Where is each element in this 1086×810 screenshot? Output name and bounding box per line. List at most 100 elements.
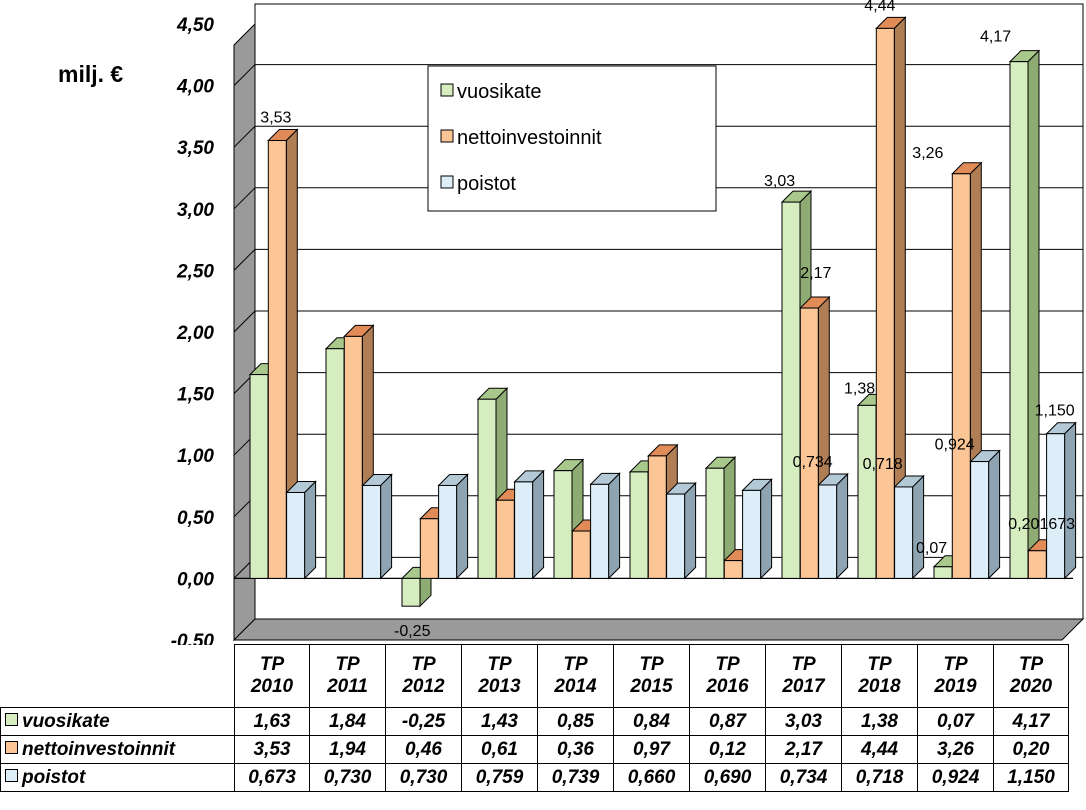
data-label: 0,201673	[1008, 516, 1075, 533]
legend-swatch-nettoinvestoinnit	[440, 129, 454, 143]
bar-side	[304, 480, 317, 580]
table-row: nettoinvestoinnit 3,53 1,94 0,46 0,61 0,36 0,9…	[0, 735, 1069, 764]
bar-vuosikate	[249, 374, 269, 579]
y-axis-label: milj. €	[58, 61, 123, 87]
legend-key-icon	[5, 712, 18, 726]
bar-poistot	[666, 493, 686, 579]
table-cell: 0,61	[461, 735, 538, 764]
bar-nettoinvestoinnit	[647, 455, 667, 579]
bar-vuosikate	[1009, 61, 1029, 579]
table-cell: 0,690	[689, 763, 766, 792]
bar-side	[532, 469, 545, 580]
table-cell: 0,07	[917, 707, 994, 736]
y-tick-label: 4,00	[176, 77, 214, 98]
bar-poistot	[970, 461, 990, 579]
gridline-wall	[233, 64, 256, 86]
bar-poistot	[742, 489, 762, 579]
table-cell: 0,924	[917, 763, 994, 792]
bar-poistot	[438, 484, 458, 579]
table-cell: 0,36	[537, 735, 614, 764]
data-label: -0,25	[394, 623, 431, 640]
table-header-cell: TP 2016	[689, 644, 766, 708]
bar-chart: 4,50 4,00 3,50 3,00 2,50 2,00 1,50 1,00 0,50 0,00…	[58, 0, 1085, 645]
data-label: 3,03	[764, 173, 795, 190]
gridline-wall	[233, 125, 256, 148]
bar-nettoinvestoinnit	[723, 560, 743, 579]
y-tick-label: -0,50	[171, 631, 215, 645]
table-cell: 0,87	[689, 707, 766, 736]
bar-side	[1027, 49, 1040, 580]
bar-side	[760, 478, 773, 580]
y-tick-label: 0,00	[177, 569, 214, 590]
data-label: 3,26	[912, 145, 943, 162]
y-tick-label: 1,00	[177, 446, 214, 467]
table-cell: 1,94	[309, 735, 386, 764]
bar-nettoinvestoinnit	[571, 530, 591, 579]
data-label: 0,924	[935, 437, 975, 454]
bar-side	[380, 473, 393, 580]
table-header-cell: TP 2020	[993, 644, 1069, 708]
table-cell: 0,673	[234, 763, 310, 792]
y-tick-label: 0,50	[177, 508, 214, 529]
table-row: poistot 0,673 0,730 0,730 0,759 0,739 0,660 0,6…	[0, 763, 1069, 792]
table-corner	[1, 645, 235, 708]
bar-poistot	[1046, 433, 1066, 579]
table-cell: 0,12	[689, 735, 766, 764]
table-cell: 0,46	[385, 735, 462, 764]
data-label: 1,150	[1035, 403, 1075, 420]
table-cell: 0,759	[461, 763, 538, 792]
y-tick-label: 2,00	[176, 323, 214, 344]
bar-poistot	[590, 483, 610, 579]
table-cell: 0,660	[613, 763, 690, 792]
data-label: 4,44	[864, 0, 895, 14]
data-label: 0,07	[916, 540, 947, 557]
bar-vuosikate	[857, 404, 877, 579]
bar-vuosikate	[705, 467, 725, 579]
bar-side	[912, 474, 925, 580]
table-cell: 1,63	[234, 707, 310, 736]
row-label: nettoinvestoinnit	[0, 735, 235, 764]
legend-swatch-vuosikate	[440, 83, 454, 97]
table-header-cell: TP 2011	[309, 644, 386, 708]
legend-label: poistot	[457, 173, 516, 195]
table-cell: 1,38	[841, 707, 918, 736]
legend-swatch-poistot	[440, 175, 454, 189]
bar-side	[1064, 421, 1077, 580]
table-header-cell: TP 2015	[613, 644, 690, 708]
legend-key-icon	[5, 740, 18, 754]
data-label: 3,53	[260, 110, 291, 127]
legend-label: vuosikate	[457, 81, 542, 103]
row-label: poistot	[0, 763, 235, 792]
table-cell: 0,84	[613, 707, 690, 736]
table-cell: 0,730	[309, 763, 386, 792]
bar-vuosikate	[401, 577, 421, 607]
bar-side	[608, 472, 621, 580]
row-label: vuosikate	[0, 707, 235, 736]
table-cell: 4,17	[993, 707, 1069, 736]
bar-vuosikate	[477, 398, 497, 579]
bar-side	[836, 472, 849, 580]
data-label: 4,17	[980, 29, 1011, 46]
bar-side	[988, 449, 1001, 580]
table-header-cell: TP 2017	[765, 644, 842, 708]
floor	[232, 618, 1085, 641]
table-header-cell: TP 2010	[234, 644, 310, 708]
legend-key-icon	[5, 768, 18, 782]
bar-vuosikate	[933, 566, 953, 579]
bar-vuosikate	[629, 471, 649, 579]
bar-vuosikate	[325, 348, 345, 579]
table-cell: 2,17	[765, 735, 842, 764]
table-header-cell: TP 2019	[917, 644, 994, 708]
bar-side	[684, 481, 697, 580]
y-tick-label: 3,00	[177, 200, 214, 221]
bar-nettoinvestoinnit	[875, 27, 895, 579]
bar-poistot	[286, 491, 306, 579]
bar-nettoinvestoinnit	[799, 307, 819, 579]
data-label: 0,718	[863, 456, 903, 473]
table-cell: 3,26	[917, 735, 994, 764]
bar-poistot	[818, 484, 838, 579]
table-cell: 1,84	[309, 707, 386, 736]
gridline-wall	[233, 187, 256, 210]
bar-nettoinvestoinnit	[1027, 550, 1047, 579]
data-label: 1,38	[844, 380, 875, 397]
